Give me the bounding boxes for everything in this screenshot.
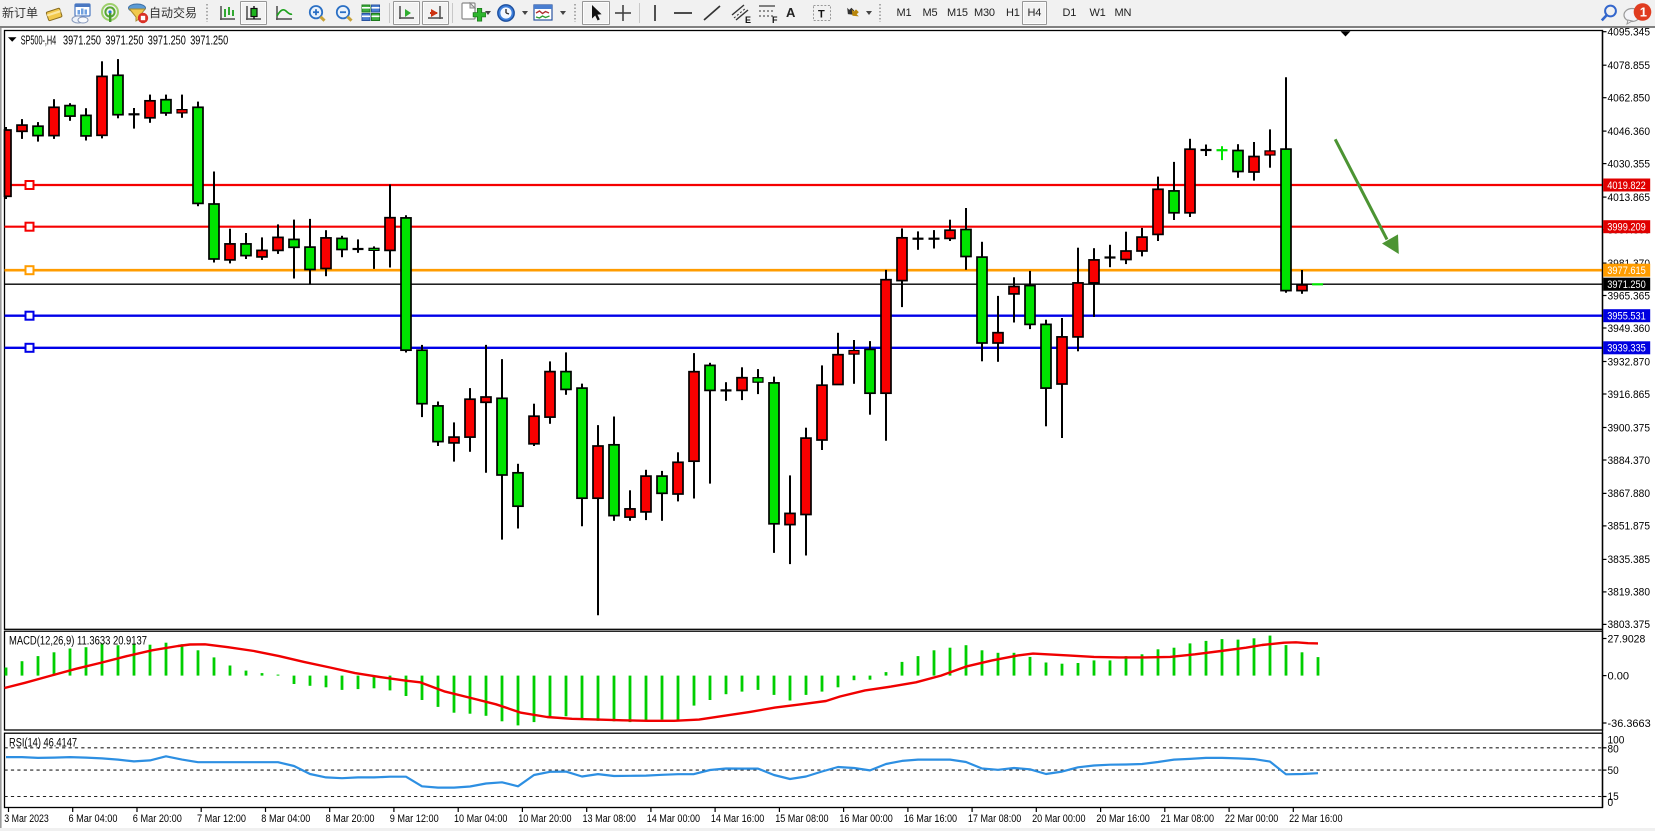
svg-text:4078.855: 4078.855 [1608,60,1651,72]
svg-text:20 Mar 16:00: 20 Mar 16:00 [1096,813,1149,825]
svg-text:10 Mar 04:00: 10 Mar 04:00 [454,813,507,825]
svg-text:3971.250: 3971.250 [63,34,101,48]
svg-text:17 Mar 08:00: 17 Mar 08:00 [968,813,1021,825]
svg-text:6 Mar 20:00: 6 Mar 20:00 [133,813,182,825]
svg-text:3884.370: 3884.370 [1608,455,1651,467]
svg-text:1: 1 [1640,5,1647,20]
svg-text:3999.209: 3999.209 [1607,222,1646,234]
svg-text:E: E [745,15,751,24]
svg-text:80: 80 [1608,744,1619,756]
svg-text:16 Mar 16:00: 16 Mar 16:00 [904,813,957,825]
svg-text:3955.531: 3955.531 [1607,311,1646,323]
svg-text:16 Mar 00:00: 16 Mar 00:00 [839,813,892,825]
svg-text:0.00: 0.00 [1608,670,1630,682]
svg-text:3977.615: 3977.615 [1607,265,1646,277]
svg-text:21 Mar 08:00: 21 Mar 08:00 [1161,813,1214,825]
svg-text:4030.355: 4030.355 [1608,158,1651,170]
svg-text:4046.360: 4046.360 [1608,126,1651,138]
svg-text:20 Mar 00:00: 20 Mar 00:00 [1032,813,1085,825]
svg-text:8 Mar 04:00: 8 Mar 04:00 [261,813,310,825]
svg-text:RSI(14) 46.4147: RSI(14) 46.4147 [9,737,77,749]
svg-text:3932.870: 3932.870 [1608,356,1651,368]
svg-text:10 Mar 20:00: 10 Mar 20:00 [518,813,571,825]
svg-text:15: 15 [1608,791,1619,803]
svg-text:3971.250: 3971.250 [105,34,143,48]
svg-text:22 Mar 00:00: 22 Mar 00:00 [1225,813,1278,825]
svg-text:50: 50 [1608,765,1619,777]
svg-text:3971.250: 3971.250 [148,34,186,48]
svg-text:3965.365: 3965.365 [1608,290,1651,302]
svg-text:9 Mar 12:00: 9 Mar 12:00 [390,813,439,825]
svg-text:-36.3663: -36.3663 [1608,718,1651,730]
svg-text:4013.865: 4013.865 [1608,192,1651,204]
svg-text:3867.880: 3867.880 [1608,488,1651,500]
svg-text:27.9028: 27.9028 [1608,633,1646,645]
svg-text:3819.380: 3819.380 [1608,587,1651,599]
svg-text:7 Mar 12:00: 7 Mar 12:00 [197,813,246,825]
svg-text:14 Mar 00:00: 14 Mar 00:00 [647,813,700,825]
svg-text:3900.375: 3900.375 [1608,422,1651,434]
svg-text:14 Mar 16:00: 14 Mar 16:00 [711,813,764,825]
svg-text:3803.375: 3803.375 [1608,619,1651,631]
svg-text:13 Mar 08:00: 13 Mar 08:00 [583,813,636,825]
svg-text:8 Mar 20:00: 8 Mar 20:00 [326,813,375,825]
svg-text:4062.850: 4062.850 [1608,93,1651,105]
svg-text:T: T [818,9,825,21]
svg-text:3916.865: 3916.865 [1608,389,1651,401]
svg-text:4019.822: 4019.822 [1607,180,1646,192]
svg-text:6 Mar 04:00: 6 Mar 04:00 [69,813,118,825]
svg-text:3939.335: 3939.335 [1607,343,1646,355]
svg-text:15 Mar 08:00: 15 Mar 08:00 [775,813,828,825]
svg-text:SP500-,H4: SP500-,H4 [21,34,57,48]
svg-text:3971.250: 3971.250 [1607,279,1646,291]
svg-text:100: 100 [1608,734,1625,746]
svg-text:0: 0 [1608,797,1614,809]
svg-text:22 Mar 16:00: 22 Mar 16:00 [1289,813,1342,825]
svg-text:3835.385: 3835.385 [1608,554,1651,566]
svg-text:3851.875: 3851.875 [1608,521,1651,533]
svg-text:3971.250: 3971.250 [190,34,228,48]
svg-text:4095.345: 4095.345 [1608,27,1651,39]
svg-text:MACD(12,26,9) 11.3633 20.9137: MACD(12,26,9) 11.3633 20.9137 [9,636,147,648]
svg-text:3949.360: 3949.360 [1608,323,1651,335]
svg-text:3 Mar 2023: 3 Mar 2023 [4,813,49,825]
svg-text:F: F [772,15,778,24]
